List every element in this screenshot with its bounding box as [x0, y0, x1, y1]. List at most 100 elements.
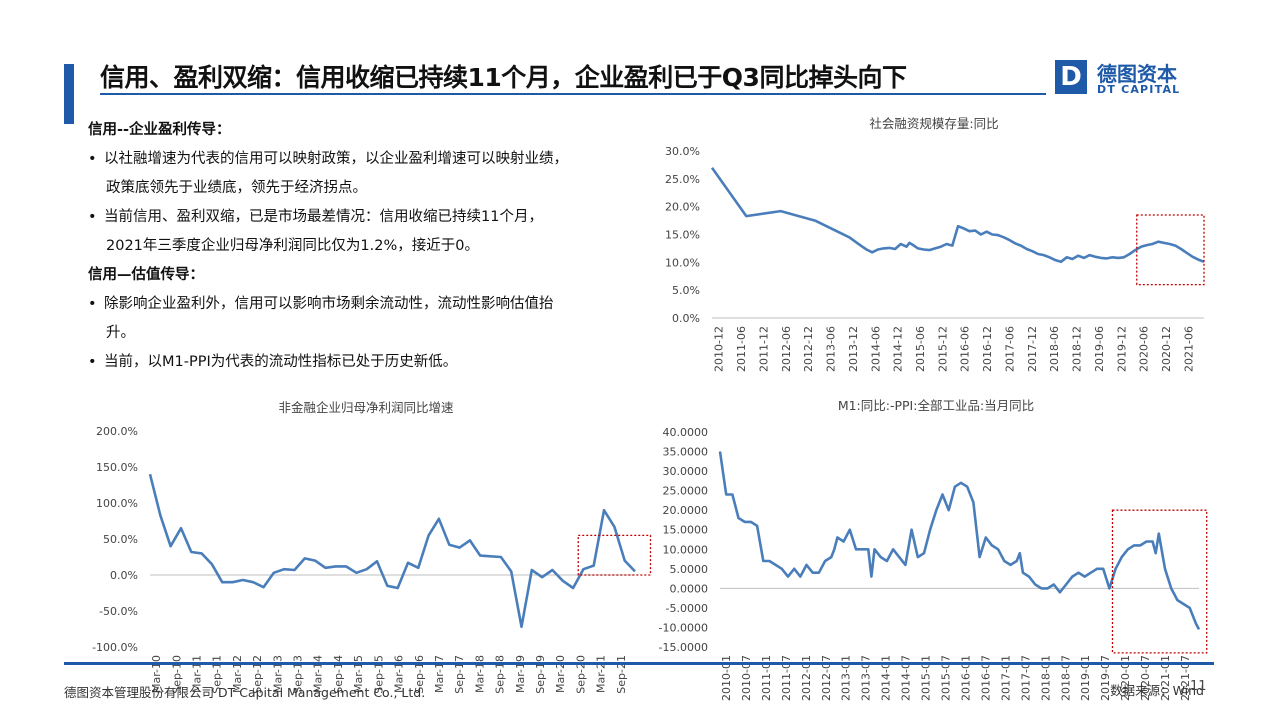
chart-title: 社会融资规模存量:同比	[869, 116, 998, 131]
y-tick-label: 10.0000	[663, 543, 709, 556]
source-label: 数据来源：Wind	[1110, 683, 1204, 698]
y-tick-label: 5.0000	[670, 563, 709, 576]
footer-company: 德图资本管理股份有限公司 DT Capital Management Co., …	[64, 685, 426, 700]
x-tick-label: Mar-18	[473, 655, 486, 693]
y-tick-label: 20.0%	[665, 201, 700, 214]
x-tick-label: 2021-06	[1182, 326, 1195, 372]
x-tick-label: 2015-06	[914, 326, 927, 372]
x-tick-label: 2021-07	[1179, 655, 1192, 701]
x-tick-label: 2013-01	[840, 655, 853, 701]
page-number: 11	[1190, 679, 1207, 694]
chart-social-financing-yoy: 社会融资规模存量:同比 30.0% 25.0% 20.0% 15.0% 10.0% 5.0%…	[665, 116, 1205, 372]
chart-m1-minus-ppi: M1:同比:-PPI:全部工业品:当月同比 40.0000 35.0000 30.00…	[659, 398, 1208, 701]
x-tick-label: 2017-06	[1003, 326, 1016, 372]
section-heading-credit-valuation: 信用—估值传导：	[88, 267, 204, 283]
chart-nonfinancial-profit-yoy: 非金融企业归母净利润同比增速 200.0% 150.0% 100.0% 50.0% 0.0…	[92, 400, 652, 694]
footer-source: 数据来源：Wind	[1110, 680, 1204, 699]
y-tick-label: 35.0000	[663, 446, 709, 459]
y-tick-label: 30.0%	[665, 145, 700, 158]
page-title: 信用、盈利双缩：信用收缩已持续11个月，企业盈利已于Q3同比掉头向下	[100, 63, 907, 92]
x-tick-label: 2015-07	[940, 655, 953, 701]
bullet-continuation: 政策底领先于业绩底，领先于经济拐点。	[106, 180, 367, 196]
series-line	[718, 451, 1201, 631]
x-tick-label: 2021-01	[1159, 655, 1172, 701]
x-tick-label: 2019-07	[1099, 655, 1112, 701]
x-tick-label: 2011-01	[760, 655, 773, 701]
bullet-text: 当前，以M1-PPI为代表的流动性指标已处于历史新低。	[104, 354, 458, 370]
x-tick-label: 2018-06	[1048, 326, 1061, 372]
x-tick-label: 2016-06	[959, 326, 972, 372]
y-tick-label: -50.0%	[99, 605, 138, 618]
x-tick-label: 2014-12	[892, 326, 905, 372]
y-tick-label: 5.0%	[672, 284, 700, 297]
x-tick-label: 2016-07	[979, 655, 992, 701]
x-tick-label: 2018-12	[1071, 326, 1084, 372]
x-tick-label: Mar-17	[433, 655, 446, 693]
x-tick-label: 2019-12	[1115, 326, 1128, 372]
y-tick-label: -100.0%	[92, 641, 138, 654]
x-tick-label: Sep-21	[615, 655, 628, 694]
chart-title: 非金融企业归母净利润同比增速	[278, 400, 454, 415]
section-heading-credit-profit: 信用--企业盈利传导：	[88, 122, 231, 138]
bullet-continuation: 2021年三季度企业归母净利润同比仅为1.2%，接近于0。	[106, 238, 479, 254]
y-tick-label: 0.0%	[672, 312, 700, 325]
bullet-item: 以社融增速为代表的信用可以映射政策，以企业盈利增速可以映射业绩，	[88, 145, 648, 174]
x-tick-label: 2020-12	[1160, 326, 1173, 372]
bullet-text: 除影响企业盈利外，信用可以影响市场剩余流动性，流动性影响估值抬	[104, 296, 554, 312]
y-tick-label: 15.0%	[665, 229, 700, 242]
y-tick-label: -10.0000	[659, 621, 708, 634]
y-tick-label: 10.0%	[665, 256, 700, 269]
bullet-item: 除影响企业盈利外，信用可以影响市场剩余流动性，流动性影响估值抬	[88, 290, 648, 319]
x-tick-label: 2011-07	[780, 655, 793, 701]
y-tick-label: 25.0%	[665, 173, 700, 186]
x-tick-label: Mar-20	[554, 655, 567, 693]
x-tick-label: 2020-06	[1138, 326, 1151, 372]
x-tick-label: 2019-01	[1079, 655, 1092, 701]
highlight-box	[1136, 214, 1205, 286]
x-tick-label: 2020-07	[1139, 655, 1152, 701]
highlight-box	[577, 534, 652, 576]
x-tick-label: 2017-12	[1026, 326, 1039, 372]
x-tick-label: 2012-12	[802, 326, 815, 372]
footer-rule	[64, 662, 1214, 665]
highlight-box	[1111, 509, 1208, 654]
y-tick-label: 150.0%	[96, 461, 138, 474]
x-tick-label: 2012-01	[800, 655, 813, 701]
logo-name-cn: 德图资本	[1097, 62, 1177, 86]
x-tick-label: 2016-12	[981, 326, 994, 372]
x-tick-label: 2017-01	[999, 655, 1012, 701]
series-line	[710, 166, 1205, 264]
y-tick-label: 20.0000	[663, 504, 709, 517]
x-tick-label: 2017-07	[1019, 655, 1032, 701]
bullet-item: 当前，以M1-PPI为代表的流动性指标已处于历史新低。	[88, 348, 648, 377]
bullet-text: 以社融增速为代表的信用可以映射政策，以企业盈利增速可以映射业绩，	[104, 151, 568, 167]
x-tick-label: Sep-20	[574, 655, 587, 694]
x-tick-label: 2018-07	[1059, 655, 1072, 701]
x-tick-label: Mar-19	[514, 655, 527, 693]
logo-name-en: DT CAPITAL	[1097, 83, 1181, 96]
x-tick-label: 2015-01	[920, 655, 933, 701]
x-tick-label: 2014-06	[869, 326, 882, 372]
x-tick-label: 2013-12	[847, 326, 860, 372]
x-tick-label: 2018-01	[1039, 655, 1052, 701]
x-tick-label: 2013-07	[860, 655, 873, 701]
x-tick-label: 2013-06	[825, 326, 838, 372]
y-tick-label: -5.0000	[666, 602, 708, 615]
commentary-block: 信用--企业盈利传导： 以社融增速为代表的信用可以映射政策，以企业盈利增速可以映…	[88, 116, 648, 377]
y-tick-label: 50.0%	[103, 533, 138, 546]
bullet-text: 当前信用、盈利双缩，已是市场最差情况：信用收缩已持续11个月，	[104, 209, 543, 225]
y-tick-label: 200.0%	[96, 425, 138, 438]
logo: D 德图资本 DT CAPITAL	[1055, 60, 1205, 100]
y-tick-label: -15.0000	[659, 641, 708, 654]
x-tick-label: 2014-01	[880, 655, 893, 701]
y-tick-label: 25.0000	[663, 485, 709, 498]
y-tick-label: 0.0000	[670, 582, 709, 595]
y-tick-label: 40.0000	[663, 426, 709, 439]
x-tick-label: 2012-06	[780, 326, 793, 372]
y-tick-label: 30.0000	[663, 465, 709, 478]
x-tick-label: 2010-12	[713, 326, 726, 372]
series-line	[148, 473, 636, 629]
title-underline	[100, 93, 1046, 95]
y-tick-label: 0.0%	[110, 569, 138, 582]
y-tick-label: 15.0000	[663, 524, 709, 537]
